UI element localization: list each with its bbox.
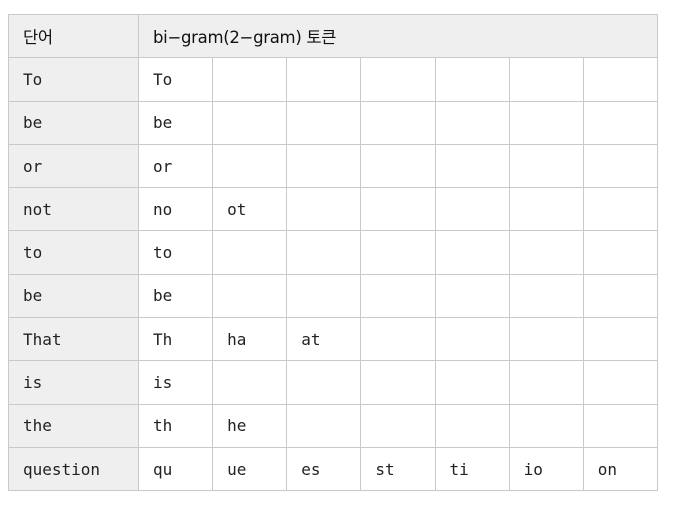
table-row: To To [8,57,658,102]
table-row: That Th ha at [8,317,658,362]
token-cell [582,360,658,405]
token-cell [360,403,436,448]
word-cell: That [8,317,139,362]
token-cell [360,187,436,232]
token-cell [508,100,584,145]
token-cell [582,57,658,102]
token-cell: ue [212,446,288,492]
token-cell [360,100,436,145]
token-cell [286,403,362,448]
token-cell [434,100,510,145]
token-cell [582,100,658,145]
token-cell [212,57,288,102]
word-cell: or [8,143,139,189]
token-cell [508,187,584,232]
bigram-table: 단어 bi−gram(2−gram) 토큰 To To be be or or not no o… [8,13,658,492]
token-cell [360,57,436,102]
token-cell: ot [212,187,288,232]
token-cell [286,360,362,405]
token-cell: th [137,403,214,448]
word-cell: not [8,187,139,232]
token-cell [286,143,362,189]
token-cell: st [360,446,436,492]
token-cell [582,143,658,189]
table-row: be be [8,273,658,319]
token-cell [508,143,584,189]
token-cell [508,317,584,362]
token-cell [582,230,658,275]
token-cell [508,230,584,275]
token-cell [434,187,510,232]
word-cell: be [8,273,139,319]
token-cell: on [582,446,658,492]
token-cell: is [137,360,214,405]
token-cell [434,403,510,448]
token-cell [582,317,658,362]
token-cell: at [286,317,362,362]
word-cell: be [8,100,139,145]
token-cell [360,143,436,189]
token-cell: be [137,100,214,145]
token-cell [582,187,658,232]
token-cell: or [137,143,214,189]
table-row: the th he [8,403,658,448]
token-cell: ha [212,317,288,362]
token-cell [286,100,362,145]
token-cell [212,100,288,145]
token-cell [212,273,288,319]
table-row: question qu ue es st ti io on [8,446,658,492]
token-cell [434,317,510,362]
token-cell [434,360,510,405]
token-cell [582,273,658,319]
token-cell [212,360,288,405]
token-cell: To [137,57,214,102]
word-cell: question [8,446,139,492]
token-cell [508,273,584,319]
token-cell [434,273,510,319]
token-cell: qu [137,446,214,492]
token-cell [212,143,288,189]
token-cell: he [212,403,288,448]
token-cell [286,273,362,319]
token-cell [212,230,288,275]
token-cell [360,273,436,319]
token-cell [434,57,510,102]
token-cell: es [286,446,362,492]
word-cell: is [8,360,139,405]
table-header-row: 단어 bi−gram(2−gram) 토큰 [8,13,658,59]
token-cell [508,403,584,448]
word-cell: to [8,230,139,275]
token-cell: no [137,187,214,232]
token-cell [434,230,510,275]
token-cell: to [137,230,214,275]
token-cell: ti [434,446,510,492]
token-cell [360,230,436,275]
token-cell [508,360,584,405]
word-cell: To [8,57,139,102]
token-cell [286,230,362,275]
token-cell [582,403,658,448]
header-word-cell: 단어 [8,13,139,59]
table-row: is is [8,360,658,405]
token-cell [286,57,362,102]
token-cell [360,360,436,405]
token-cell: io [508,446,584,492]
token-cell: Th [137,317,214,362]
token-cell [360,317,436,362]
table-row: or or [8,143,658,189]
table-row: not no ot [8,187,658,232]
token-cell: be [137,273,214,319]
header-tokens-cell: bi−gram(2−gram) 토큰 [138,13,658,59]
word-cell: the [8,403,139,448]
table-row: be be [8,100,658,145]
table-row: to to [8,230,658,275]
token-cell [434,143,510,189]
token-cell [286,187,362,232]
token-cell [508,57,584,102]
